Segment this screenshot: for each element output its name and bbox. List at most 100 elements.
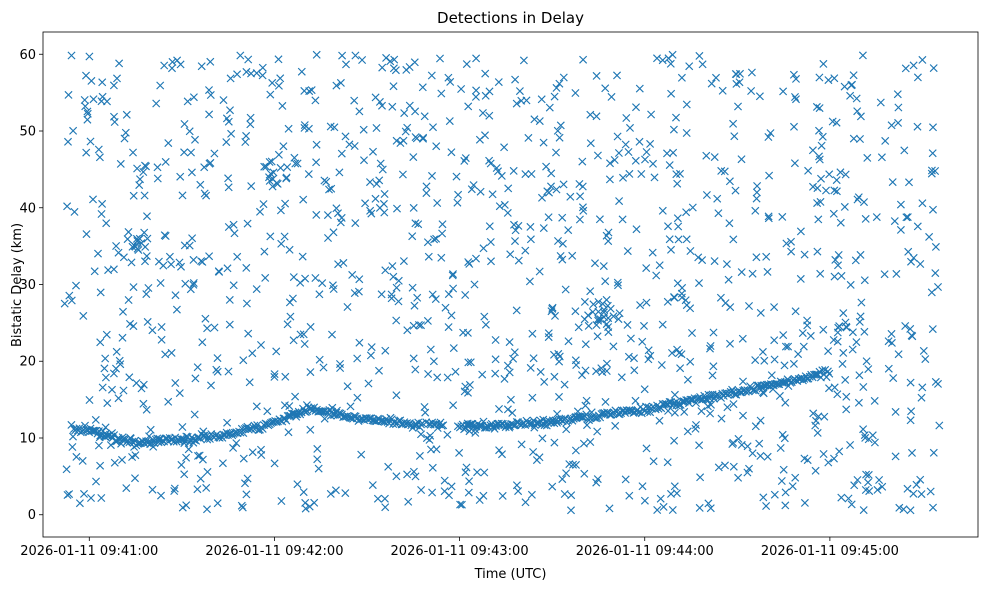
data-point-120	[656, 494, 665, 503]
data-point-535	[312, 210, 321, 219]
data-point-124	[206, 158, 215, 167]
data-point-344	[686, 304, 695, 313]
data-point-1160	[580, 297, 589, 306]
data-point-650	[796, 274, 805, 283]
data-point-1139	[205, 110, 214, 119]
data-point-910	[70, 207, 79, 216]
data-point-461	[486, 257, 496, 266]
data-point-173	[86, 137, 95, 146]
data-point-52	[913, 73, 922, 82]
data-point-809	[789, 122, 799, 131]
data-point-466	[422, 182, 431, 191]
data-point-517	[791, 307, 800, 316]
data-point-513	[67, 51, 76, 60]
data-point-755	[725, 339, 735, 348]
data-point-797	[828, 117, 837, 126]
data-point-1002	[896, 225, 905, 234]
data-point-14	[306, 322, 315, 331]
data-point-607	[156, 491, 166, 500]
data-point-1219	[595, 215, 604, 224]
data-point-99	[519, 56, 528, 65]
data-point-524	[546, 182, 556, 191]
data-point-748	[813, 184, 822, 193]
data-point-973	[571, 356, 580, 365]
data-point-1088	[918, 55, 927, 64]
data-point-89	[625, 123, 635, 132]
data-point-801	[832, 187, 841, 196]
data-point-1468	[283, 411, 292, 421]
data-point-562	[118, 307, 128, 316]
data-point-1141	[855, 134, 865, 144]
data-point-1685	[605, 410, 614, 419]
data-point-782	[274, 55, 283, 64]
data-point-1264	[133, 244, 142, 253]
data-point-791	[64, 90, 73, 99]
data-point-1169	[504, 184, 513, 193]
data-point-703	[159, 261, 168, 270]
data-point-545	[279, 142, 288, 151]
data-point-762	[416, 321, 426, 330]
data-point-515	[152, 99, 161, 108]
data-point-967	[301, 504, 310, 513]
data-point-1226	[870, 438, 879, 447]
data-point-302	[925, 232, 934, 241]
data-point-606	[109, 81, 118, 90]
data-point-769	[232, 439, 241, 448]
data-point-376	[381, 503, 390, 512]
data-point-1095	[165, 252, 174, 261]
data-point-999	[521, 170, 530, 179]
data-point-894	[770, 303, 779, 312]
data-point-944	[685, 62, 694, 71]
data-point-483	[538, 434, 547, 443]
data-point-485	[854, 398, 863, 407]
data-point-341	[243, 474, 252, 483]
data-point-1181	[476, 187, 485, 196]
data-point-468	[266, 232, 275, 241]
data-point-394	[351, 51, 360, 60]
data-point-296	[453, 198, 462, 207]
data-point-396	[674, 222, 683, 231]
data-point-25	[384, 462, 393, 471]
data-point-165	[313, 444, 322, 453]
data-point-985	[876, 98, 885, 107]
data-point-827	[213, 354, 222, 363]
data-point-1072	[576, 192, 585, 201]
data-point-718	[430, 235, 439, 244]
data-point-414	[535, 117, 544, 126]
data-point-451	[471, 254, 481, 263]
data-point-604	[276, 206, 285, 215]
data-point-1241	[629, 354, 639, 363]
data-point-1843	[825, 369, 834, 378]
data-point-658	[670, 390, 679, 399]
data-point-1077	[899, 505, 908, 514]
data-point-1208	[236, 51, 245, 60]
data-point-1176	[535, 453, 544, 462]
data-point-48	[581, 401, 590, 410]
data-point-1220	[550, 372, 559, 381]
data-point-1096	[312, 158, 321, 167]
data-point-63	[510, 348, 519, 357]
data-point-18	[579, 55, 588, 64]
data-point-608	[787, 247, 796, 256]
data-point-853	[418, 134, 428, 143]
data-point-819	[256, 340, 266, 350]
data-point-323	[414, 220, 423, 229]
data-point-766	[315, 290, 324, 299]
data-point-239	[626, 334, 635, 343]
data-point-887	[644, 346, 653, 355]
data-point-539	[170, 484, 179, 493]
data-point-707	[837, 271, 846, 280]
data-point-576	[860, 276, 869, 285]
data-point-290	[353, 393, 362, 402]
data-point-1281	[272, 179, 281, 188]
data-point-228	[176, 262, 186, 271]
data-point-736	[388, 262, 397, 271]
data-point-638	[270, 370, 279, 379]
data-point-592	[193, 485, 202, 494]
data-point-1203	[104, 266, 113, 275]
data-point-654	[648, 248, 657, 257]
data-point-547	[248, 448, 257, 457]
data-point-1170	[592, 71, 601, 80]
data-point-1147	[470, 280, 479, 289]
data-point-611	[592, 112, 601, 121]
